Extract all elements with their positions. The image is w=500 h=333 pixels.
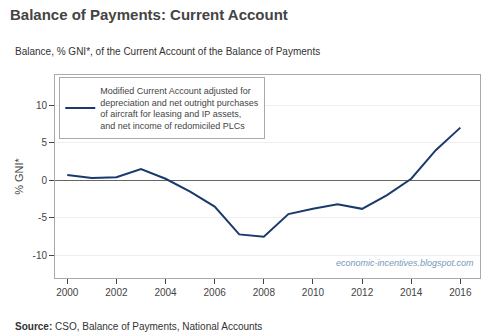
svg-text:-5: -5	[38, 212, 47, 223]
svg-text:Modified Current Account adjus: Modified Current Account adjusted fordep…	[100, 86, 259, 131]
svg-text:2004: 2004	[154, 287, 177, 298]
svg-text:2002: 2002	[105, 287, 128, 298]
svg-text:economic-incentives.blogspot.c: economic-incentives.blogspot.com	[336, 258, 474, 268]
svg-text:2012: 2012	[351, 287, 374, 298]
svg-text:% GNI*: % GNI*	[13, 157, 25, 194]
svg-text:2016: 2016	[449, 287, 472, 298]
svg-text:Balance of Payments: Current A: Balance of Payments: Current Account	[10, 6, 288, 23]
svg-text:5: 5	[41, 137, 47, 148]
svg-text:2014: 2014	[400, 287, 423, 298]
svg-text:10: 10	[36, 100, 48, 111]
svg-text:2010: 2010	[302, 287, 325, 298]
svg-text:Source: CSO, Balance of Paymen: Source: CSO, Balance of Payments, Nation…	[15, 321, 262, 332]
svg-text:2006: 2006	[204, 287, 227, 298]
svg-text:2008: 2008	[253, 287, 276, 298]
svg-text:2000: 2000	[56, 287, 79, 298]
svg-text:Balance, % GNI*, of the Curren: Balance, % GNI*, of the Current Account …	[15, 46, 320, 57]
svg-text:-10: -10	[33, 250, 48, 261]
svg-text:0: 0	[41, 175, 47, 186]
